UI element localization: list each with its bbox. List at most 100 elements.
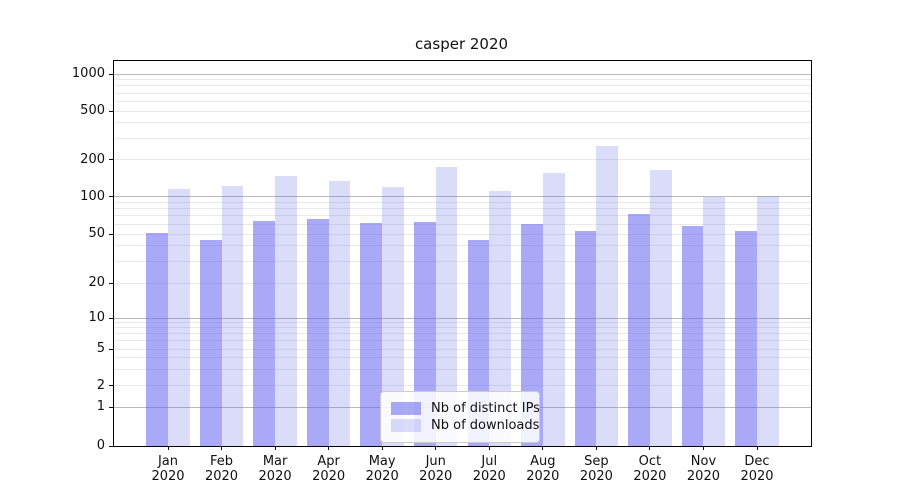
minor-gridline — [114, 85, 811, 87]
y-tick-mark — [109, 348, 113, 350]
bar-distinct-ips — [735, 230, 757, 446]
bar-downloads — [542, 173, 565, 446]
bar-distinct-ips — [253, 220, 276, 446]
legend-item-distinct-ips: Nb of distinct IPs — [391, 401, 540, 416]
minor-gridline — [114, 79, 811, 81]
minor-gridline — [114, 122, 811, 124]
x-axis-tick-label: Nov 2020 — [686, 454, 720, 484]
x-tick-mark — [381, 446, 383, 450]
x-axis-tick-label: May 2020 — [365, 454, 399, 484]
y-tick-mark — [109, 196, 113, 197]
x-tick-mark — [221, 446, 223, 450]
minor-gridline — [114, 357, 811, 359]
x-axis-tick-label: Jul 2020 — [472, 454, 506, 484]
x-tick-mark — [488, 446, 490, 450]
bar-downloads — [275, 175, 297, 446]
x-tick-mark — [702, 446, 704, 450]
minor-gridline — [114, 340, 811, 342]
y-axis-tick-label: 2 — [96, 377, 105, 393]
x-axis-tick-label: Feb 2020 — [204, 454, 239, 484]
x-tick-mark — [328, 446, 330, 450]
y-tick-mark — [109, 385, 113, 386]
y-axis-tick-label: 0 — [96, 438, 105, 453]
minor-gridline — [114, 233, 811, 235]
x-tick-mark — [595, 446, 597, 450]
bar-downloads — [221, 185, 244, 446]
y-tick-mark — [109, 282, 113, 284]
minor-gridline — [114, 282, 811, 284]
minor-gridline — [114, 368, 811, 370]
legend-swatch-distinct-ips — [391, 402, 421, 415]
bar-downloads — [168, 188, 190, 446]
minor-gridline — [114, 385, 811, 386]
x-axis-tick-label: Sep 2020 — [579, 454, 613, 484]
y-axis-tick-label: 200 — [80, 151, 105, 167]
x-axis-tick-label: Jan 2020 — [151, 454, 185, 484]
legend-item-downloads: Nb of downloads — [391, 418, 539, 433]
minor-gridline — [114, 322, 811, 324]
minor-gridline — [114, 348, 811, 350]
bar-downloads — [489, 191, 511, 446]
legend-swatch-downloads — [391, 419, 421, 432]
minor-gridline — [114, 110, 811, 112]
bar-distinct-ips — [414, 222, 436, 446]
bar-distinct-ips — [146, 232, 168, 446]
y-axis-tick-label: 20 — [88, 275, 105, 290]
bar-distinct-ips — [360, 223, 383, 446]
bar-downloads — [703, 196, 726, 446]
x-tick-mark — [167, 446, 169, 450]
y-axis-tick-label: 10 — [88, 310, 105, 325]
x-tick-mark — [274, 446, 276, 450]
major-gridline — [114, 196, 811, 197]
minor-gridline — [114, 333, 811, 335]
y-axis-tick-label: 1000 — [71, 66, 105, 81]
y-tick-mark — [109, 233, 113, 235]
legend-label-downloads: Nb of downloads — [431, 418, 540, 433]
bar-distinct-ips — [681, 225, 704, 446]
bar-downloads — [435, 166, 458, 446]
x-axis-tick-label: Aug 2020 — [526, 454, 560, 484]
y-axis-tick-label: 1 — [96, 399, 105, 414]
minor-gridline — [114, 327, 811, 329]
x-axis-tick-label: Mar 2020 — [258, 454, 292, 484]
bar-downloads — [649, 170, 672, 446]
y-axis-tick-label: 500 — [80, 103, 105, 118]
y-tick-mark — [109, 110, 113, 112]
chart-title: casper 2020 — [414, 35, 509, 53]
bar-distinct-ips — [199, 239, 222, 446]
minor-gridline — [114, 208, 811, 210]
legend-label-distinct-ips: Nb of distinct IPs — [431, 401, 540, 416]
y-tick-mark — [109, 73, 113, 75]
x-tick-mark — [542, 446, 544, 450]
y-tick-mark — [109, 445, 113, 447]
minor-gridline — [114, 137, 811, 139]
x-tick-mark — [756, 446, 758, 450]
minor-gridline — [114, 92, 811, 94]
minor-gridline — [114, 215, 811, 217]
x-axis-tick-label: Oct 2020 — [633, 454, 667, 484]
y-tick-mark — [109, 406, 113, 408]
minor-gridline — [114, 223, 811, 225]
x-tick-mark — [649, 446, 651, 450]
bar-downloads — [757, 195, 779, 446]
plot-area: 0 1 2 5 10 20 50 100 200 500 1000 Jan 2020 Feb 2020 Mar… — [72, 60, 812, 484]
chart-legend: Nb of distinct IPs Nb of downloads — [380, 391, 540, 443]
y-axis-tick-label: 5 — [96, 341, 105, 356]
bar-distinct-ips — [628, 213, 650, 446]
minor-gridline — [114, 201, 811, 203]
minor-gridline — [114, 260, 811, 262]
x-axis-tick-label: Dec 2020 — [740, 454, 774, 484]
x-axis-tick-label: Jun 2020 — [419, 454, 453, 484]
minor-gridline — [114, 100, 811, 102]
bar-downloads — [328, 181, 351, 446]
bar-downloads — [596, 145, 619, 446]
y-tick-mark — [109, 159, 113, 160]
bar-distinct-ips — [306, 218, 329, 446]
x-tick-mark — [435, 446, 437, 450]
bar-distinct-ips — [574, 230, 597, 446]
major-gridline — [114, 73, 811, 75]
bar-distinct-ips — [521, 224, 543, 446]
bar-downloads — [382, 187, 404, 446]
minor-gridline — [114, 159, 811, 160]
